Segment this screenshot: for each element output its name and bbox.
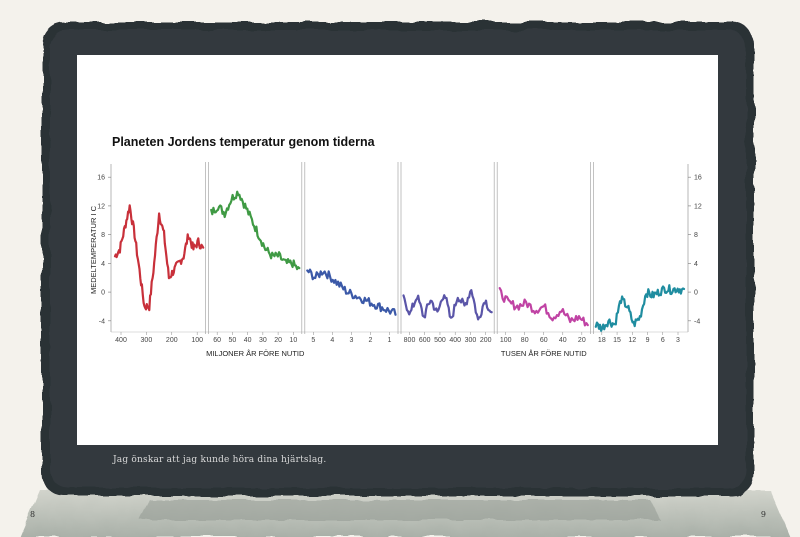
x-tick-label: 600 — [419, 337, 431, 344]
x-tick-label: 40 — [244, 337, 252, 344]
x-tick-label: 500 — [434, 337, 446, 344]
x-tick-label: 300 — [465, 337, 477, 344]
x-tick-label: 3 — [349, 337, 353, 344]
x-tick-label: 3 — [676, 337, 680, 344]
x-tick-label: 400 — [115, 337, 127, 344]
x-tick-label: 200 — [166, 337, 178, 344]
y-axis-label: MEDELTEMPERATUR I C — [89, 205, 98, 294]
x-tick-label: 800 — [404, 337, 416, 344]
x-tick-label: 20 — [274, 337, 282, 344]
x-tick-label: 40 — [559, 337, 567, 344]
x-tick-label: 300 — [141, 337, 153, 344]
y-tick-label-left: 16 — [97, 175, 105, 182]
series-line — [594, 284, 686, 332]
x-tick-label: 6 — [661, 337, 665, 344]
y-tick-label-left: 8 — [101, 232, 105, 239]
series-line — [113, 204, 205, 312]
x-tick-label: 50 — [229, 337, 237, 344]
series-line — [306, 268, 397, 316]
x-tick-label: 20 — [578, 337, 586, 344]
x-tick-label: 2 — [369, 337, 373, 344]
x-tick-label: 15 — [613, 337, 621, 344]
x-axis-label-left: MILJONER ÅR FÖRE NUTID — [206, 349, 305, 358]
y-tick-label-left: 12 — [97, 203, 105, 210]
x-tick-label: 400 — [449, 337, 461, 344]
x-tick-label: 18 — [598, 337, 606, 344]
laptop-base-shadow — [140, 500, 660, 520]
x-tick-label: 80 — [521, 337, 529, 344]
y-tick-label-right: 0 — [694, 290, 698, 297]
chart-title: Planeten Jordens temperatur genom tidern… — [112, 135, 376, 149]
series-line — [402, 289, 493, 321]
page-number-left: 8 — [30, 510, 36, 519]
x-tick-label: 1 — [388, 337, 392, 344]
x-tick-label: 5 — [311, 337, 315, 344]
page-number-right: 9 — [760, 510, 766, 519]
x-tick-label: 60 — [213, 337, 221, 344]
x-tick-label: 4 — [330, 337, 334, 344]
x-tick-label: 9 — [646, 337, 650, 344]
series-line — [498, 287, 589, 327]
x-tick-label: 200 — [480, 337, 492, 344]
y-tick-label-right: 16 — [694, 175, 702, 182]
y-tick-label-right: 4 — [694, 261, 698, 268]
caption: Jag önskar att jag kunde höra dina hjärt… — [113, 455, 327, 465]
x-tick-label: 12 — [628, 337, 636, 344]
y-tick-label-left: 0 — [101, 290, 105, 297]
x-tick-label: 30 — [259, 337, 267, 344]
y-tick-label-right: -4 — [694, 318, 700, 325]
x-tick-label: 100 — [191, 337, 203, 344]
y-tick-label-right: 8 — [694, 232, 698, 239]
x-tick-label: 100 — [500, 337, 512, 344]
x-tick-label: 10 — [289, 337, 297, 344]
x-tick-label: 60 — [540, 337, 548, 344]
y-tick-label-right: 12 — [694, 203, 702, 210]
y-tick-label-left: 4 — [101, 261, 105, 268]
screen — [77, 55, 718, 445]
x-axis-label-right: TUSEN ÅR FÖRE NUTID — [501, 349, 587, 358]
series-line — [210, 190, 301, 271]
y-tick-label-left: -4 — [99, 318, 105, 325]
